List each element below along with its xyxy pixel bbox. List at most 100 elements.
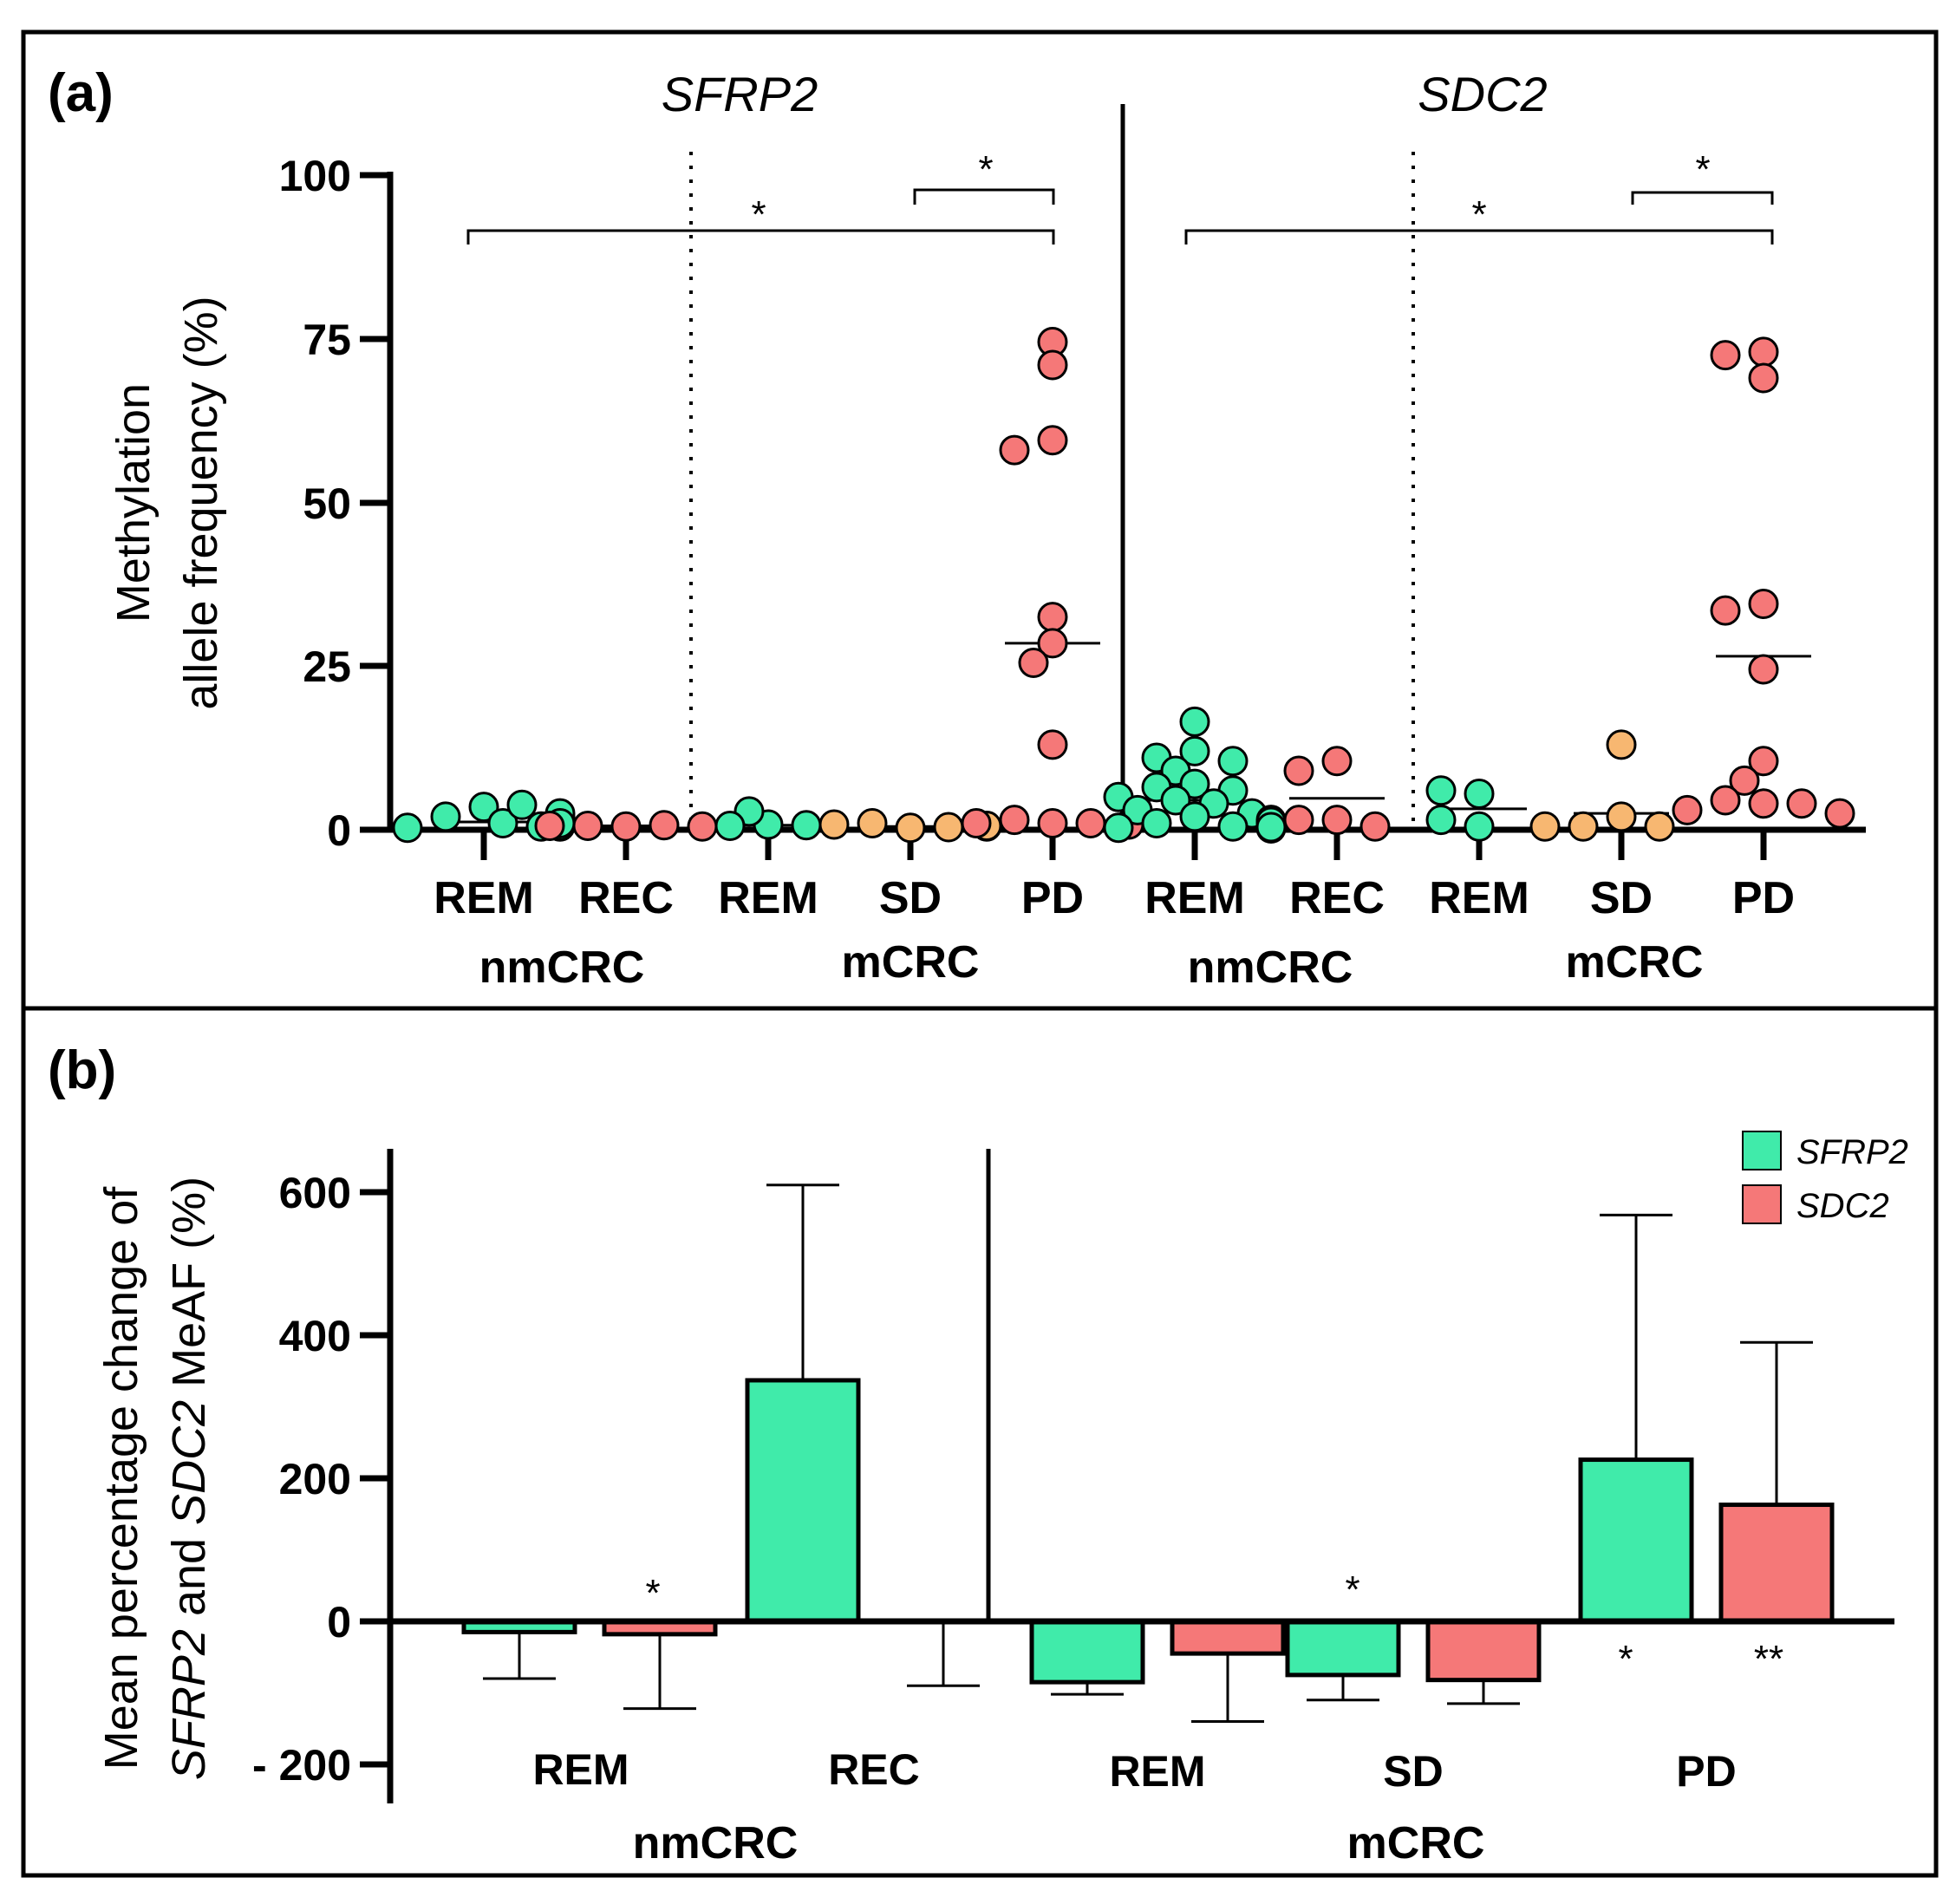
legend-label-sfrp2: SFRP2: [1796, 1133, 1908, 1171]
panel-b-ytick-label: 600: [279, 1169, 351, 1217]
panel-a-ytick-label: 100: [279, 152, 351, 200]
data-point: [1075, 807, 1106, 838]
group-label-mcrc: mCRC: [1566, 937, 1704, 988]
data-point: [1179, 801, 1210, 832]
data-point: [1255, 812, 1287, 843]
data-point: [1425, 775, 1457, 806]
data-point: [1179, 706, 1210, 737]
data-point: [791, 810, 822, 841]
bar-sfrp2: [1285, 1619, 1401, 1678]
data-point: [1321, 805, 1353, 836]
bar-group-label-nmcrc: nmCRC: [633, 1818, 799, 1868]
sig-bracket-sdc2-short: [1631, 191, 1774, 205]
panel-b-ytick-label: 400: [279, 1312, 351, 1360]
bar-annotation: *: [645, 1572, 660, 1614]
panel-b-bar-layer: [461, 1183, 1835, 1723]
data-point: [1748, 746, 1779, 777]
bar-sdc2: [1170, 1619, 1286, 1656]
data-point: [895, 812, 926, 844]
data-point: [1568, 811, 1599, 842]
xtick-label-pd: PD: [1732, 873, 1795, 923]
data-point: [1037, 425, 1068, 456]
panel-b-border: [21, 1006, 1939, 1878]
bar-sfrp2: [1029, 1619, 1145, 1685]
data-point: [1425, 805, 1457, 836]
panel-b-ytick-label: 0: [327, 1598, 351, 1646]
bar-sdc2: [1425, 1619, 1542, 1683]
bar-xtick-label-rem: REM: [532, 1745, 629, 1794]
panel-a-yticks: 0 25 50 75 100: [279, 152, 390, 855]
legend-swatch-sdc2: [1742, 1184, 1782, 1224]
sig-star: *: [751, 193, 766, 236]
data-point: [687, 811, 718, 842]
data-point: [1710, 340, 1741, 371]
data-point: [1529, 811, 1561, 842]
data-point: [1037, 602, 1068, 633]
data-point: [1179, 768, 1210, 799]
data-point: [1729, 765, 1760, 796]
data-point: [1037, 729, 1068, 760]
data-point: [1018, 647, 1049, 678]
data-point: [1464, 811, 1495, 842]
data-point: [534, 810, 565, 841]
panel-a-ytick-label: 75: [303, 316, 351, 364]
group-label-nmcrc: nmCRC: [1188, 942, 1353, 993]
panel-b-category-labels: REM REC REM SD PD nmCRC mCRC: [532, 1745, 1736, 1868]
data-point: [1606, 729, 1637, 760]
panel-b-ylabel-line2: SFRP2 and SDC2 MeAF (%): [163, 1177, 215, 1780]
data-point: [933, 812, 964, 843]
data-point: [1037, 349, 1068, 381]
data-point: [1748, 589, 1779, 620]
sig-bracket-sfrp2-long: [466, 229, 1055, 245]
bar-xtick-label-rec: REC: [828, 1745, 920, 1794]
data-point: [649, 810, 680, 841]
data-point: [714, 810, 746, 841]
panel-b-label: (b): [48, 1040, 116, 1100]
data-point: [1217, 746, 1249, 777]
xtick-label-rem: REM: [434, 873, 534, 923]
bar-annotation: *: [1345, 1568, 1359, 1611]
data-point: [1321, 746, 1353, 777]
panel-a-ylabel-line1: Methylation: [108, 383, 160, 623]
data-point: [999, 805, 1030, 836]
data-point: [1748, 336, 1779, 368]
xtick-label-sd: SD: [879, 873, 942, 923]
data-point: [1037, 807, 1068, 838]
xtick-label-rem: REM: [718, 873, 818, 923]
data-point: [999, 434, 1030, 466]
sig-star: *: [1695, 148, 1710, 191]
panel-b-annotations: * * * **: [645, 1568, 1783, 1680]
panel-b-ytick-label: - 200: [252, 1741, 351, 1790]
data-point: [1786, 788, 1817, 819]
bar-sfrp2: [745, 1378, 861, 1624]
data-point: [961, 807, 992, 838]
panel-b-ytick-label: 200: [279, 1455, 351, 1503]
data-point: [1217, 811, 1249, 842]
sig-bracket-sdc2-long: [1184, 229, 1774, 245]
group-label-mcrc: mCRC: [842, 937, 980, 988]
data-point: [468, 792, 499, 823]
data-point: [1710, 785, 1741, 816]
ylabel-post: MeAF (%): [163, 1177, 215, 1400]
data-point: [1748, 788, 1779, 819]
data-point: [1283, 805, 1314, 836]
panel-a-label: (a): [48, 63, 114, 123]
legend-label-sdc2: SDC2: [1796, 1187, 1889, 1225]
data-point: [1359, 811, 1391, 842]
bar-xtick-label-sd: SD: [1383, 1747, 1443, 1796]
bar-xtick-label-pd: PD: [1676, 1747, 1736, 1796]
data-point: [1644, 811, 1675, 842]
panel-a-ylabel-line2: allele frequency (%): [175, 296, 227, 709]
bar-annotation: **: [1754, 1638, 1783, 1680]
legend-swatch-sfrp2: [1742, 1131, 1782, 1170]
panel-a-significance: * * * *: [466, 148, 1774, 245]
panel-a-ytick-label: 0: [327, 806, 351, 855]
panel-a-title-sfrp2: SFRP2: [662, 67, 818, 121]
sig-bracket-sfrp2-short: [913, 188, 1055, 205]
data-point: [1672, 794, 1703, 825]
data-point: [1160, 785, 1191, 816]
xtick-label-pd: PD: [1021, 873, 1084, 923]
panel-a-scatter-layer: [392, 327, 1855, 844]
data-point: [572, 810, 603, 841]
